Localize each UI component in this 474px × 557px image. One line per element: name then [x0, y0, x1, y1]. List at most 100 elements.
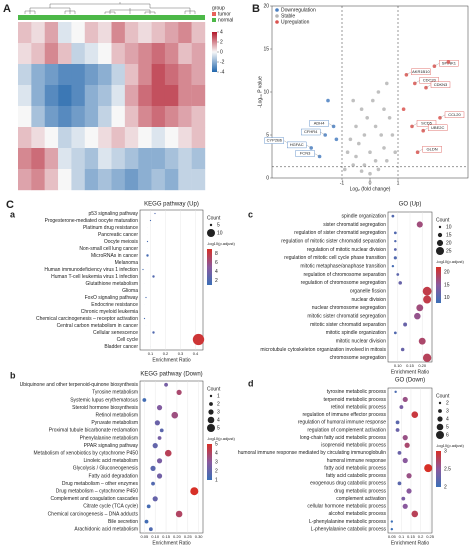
label-leader [417, 149, 423, 153]
heatmap-cell [58, 106, 72, 128]
label-box [416, 120, 437, 127]
dot [151, 481, 155, 486]
point [348, 137, 353, 142]
size-legend-label: 2 [446, 400, 449, 406]
x-axis-label: Enrichment Ratio [391, 540, 430, 546]
colorbar-label: 5 [215, 441, 218, 447]
heatmap-cell [84, 22, 99, 44]
size-legend-label: 10 [446, 224, 452, 230]
legend-swatch [212, 12, 216, 16]
colorbar-label: -4 [220, 69, 225, 75]
dot [393, 248, 397, 251]
term-label: regulation of complement activation [307, 427, 386, 433]
label-box [428, 124, 448, 131]
term-label: Chemical carcinogenesis – DNA adducts [48, 511, 139, 517]
size-legend-dot [438, 401, 442, 405]
heatmap-cell [178, 169, 192, 191]
plot-frame [139, 380, 204, 534]
heatmap-cell [151, 106, 166, 128]
heatmap-cell [84, 106, 99, 128]
heatmap-cell [84, 64, 99, 86]
heatmap-cell [31, 43, 45, 65]
legend-title: group [212, 5, 225, 11]
point [351, 163, 356, 167]
x-tick-label: 0.10 [151, 534, 160, 539]
heatmap-cell [18, 43, 32, 65]
heatmap-cell [138, 169, 152, 191]
heatmap-cell [18, 106, 32, 128]
dot [393, 231, 397, 235]
dot [397, 481, 402, 486]
legend-label: Upregulation [281, 19, 310, 25]
colorbar-label: 2 [215, 278, 218, 284]
heatmap-cell [71, 169, 85, 191]
heatmap-cell [191, 64, 206, 86]
heatmap-cell [164, 64, 179, 86]
heatmap-cell [151, 64, 166, 86]
term-label: Tyrosine metabolism [92, 390, 138, 396]
colorbar [207, 249, 212, 285]
heatmap-cell [178, 43, 192, 65]
size-legend-dot [209, 223, 213, 227]
term-label: Non-small cell lung cancer [79, 246, 138, 252]
heatmap-cell [84, 169, 99, 191]
legend-title: Count [436, 393, 450, 399]
heatmap-cell [124, 106, 139, 128]
term-label: chromosome segregation [330, 355, 387, 361]
label-box [287, 141, 307, 149]
dot [393, 256, 397, 260]
term-label: Citrate cycle (TCA cycle) [83, 504, 138, 510]
label-leader [425, 84, 432, 88]
point [357, 141, 361, 146]
term-label: Bladder cancer [104, 344, 138, 350]
legend-title: -log10(p.adjust) [436, 259, 464, 264]
term-label: mitotic spindle organization [326, 330, 387, 336]
colorbar [207, 444, 212, 480]
heatmap-cell [138, 85, 152, 107]
heatmap-cell [44, 169, 59, 191]
size-legend-label: 3 [446, 408, 449, 414]
heatmap-cell [98, 106, 112, 128]
label-leader [320, 131, 326, 136]
x-tick-label: 0.05 [388, 534, 397, 539]
size-legend-dot [436, 247, 444, 255]
term-label: spindle organization [342, 213, 387, 219]
legend-label: Stable [281, 13, 295, 19]
x-tick-label: 0.25 [184, 534, 193, 539]
term-label: mitotic sister chromatid separation [310, 322, 386, 328]
dot [406, 488, 412, 494]
term-label: regulation of mitotic cell cycle phase t… [284, 255, 386, 261]
dot [400, 347, 405, 352]
point-label: CFHR4 [304, 129, 318, 134]
heatmap-cell [124, 43, 139, 65]
panel-label: a [10, 209, 16, 219]
size-legend-dot [438, 409, 442, 413]
heatmap-cell [164, 148, 179, 170]
size-legend-dot [209, 394, 213, 398]
x-axis-label: Log₂ (fold change) [350, 186, 391, 192]
term-label: fatty acid metabolic process [324, 465, 386, 471]
point [345, 150, 350, 154]
x-axis-label: Enrichment Ratio [391, 369, 430, 375]
heatmap-cell [138, 106, 152, 128]
term-label: PPAR signaling pathway [84, 443, 139, 449]
point [385, 81, 389, 86]
label-box [411, 68, 431, 76]
dot [171, 411, 179, 419]
legend-swatch [275, 14, 279, 18]
heatmap-cell [164, 43, 179, 65]
panel-title: KEGG pathway (Down) [140, 372, 202, 378]
dot [159, 428, 164, 433]
plot-frame [387, 387, 433, 534]
legend-title: Count [436, 217, 450, 223]
legend-title: Count [207, 215, 221, 221]
heatmap-cell [164, 85, 179, 107]
heatmap-cell [18, 169, 32, 191]
heatmap-cell [84, 43, 99, 65]
point-label: SCD5 [421, 120, 432, 125]
dot [150, 465, 156, 471]
term-label: Oocyte meiosis [104, 239, 139, 245]
size-legend-label: 5 [217, 425, 220, 431]
heatmap-cell [191, 43, 206, 65]
x-tick-label: 0.30 [195, 534, 204, 539]
